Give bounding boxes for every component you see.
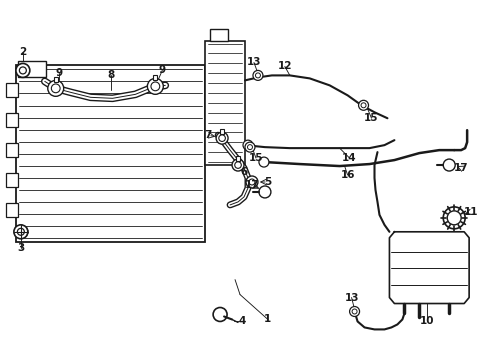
Circle shape [447,211,461,225]
Circle shape [19,229,25,235]
Circle shape [359,100,368,110]
Bar [6,113,18,127]
Text: 9: 9 [159,66,166,76]
Polygon shape [390,232,469,303]
Circle shape [361,103,366,108]
Bar [205,41,245,165]
Text: 14: 14 [343,153,357,163]
Text: 6: 6 [241,167,247,177]
Bar [220,129,224,134]
Bar [16,66,205,242]
Text: 11: 11 [464,207,478,217]
Bar [6,203,18,217]
Text: 7: 7 [204,130,212,140]
Bar [54,77,58,82]
Text: 4: 4 [238,316,245,327]
Circle shape [14,225,28,239]
Circle shape [253,71,263,80]
Circle shape [151,82,160,91]
Circle shape [443,159,455,171]
Circle shape [219,135,225,141]
Bar [210,28,228,41]
Circle shape [255,73,261,78]
Circle shape [232,159,244,171]
Circle shape [259,186,271,198]
Text: 1: 1 [264,314,271,324]
Circle shape [48,80,64,96]
Bar [153,75,157,80]
Bar [6,84,18,97]
Circle shape [243,140,253,150]
Circle shape [349,306,360,316]
Bar [6,143,18,157]
Circle shape [147,78,163,94]
Circle shape [216,132,228,144]
Text: 2: 2 [19,48,26,58]
Text: 16: 16 [341,170,355,180]
Text: 15: 15 [249,153,263,163]
Text: 9: 9 [55,68,62,78]
Circle shape [17,228,24,235]
Circle shape [245,142,255,152]
Bar [18,62,46,77]
Text: 8: 8 [107,71,114,80]
Circle shape [20,67,26,74]
Circle shape [352,309,357,314]
Circle shape [247,145,252,150]
Text: 13: 13 [344,293,359,302]
Circle shape [259,157,269,167]
Text: 3: 3 [17,243,24,253]
Text: 10: 10 [420,316,435,327]
Text: 15: 15 [364,113,379,123]
Circle shape [246,176,258,188]
Text: 17: 17 [454,163,468,173]
Circle shape [51,84,60,93]
Circle shape [16,226,28,238]
Text: 12: 12 [278,62,292,71]
Bar [236,156,240,161]
Text: 17: 17 [245,180,259,190]
Bar [6,173,18,187]
Circle shape [443,207,465,229]
Circle shape [213,307,227,321]
Text: 5: 5 [264,177,271,187]
Circle shape [235,162,241,168]
Circle shape [249,179,255,185]
Circle shape [16,63,30,77]
Text: 13: 13 [247,58,261,67]
